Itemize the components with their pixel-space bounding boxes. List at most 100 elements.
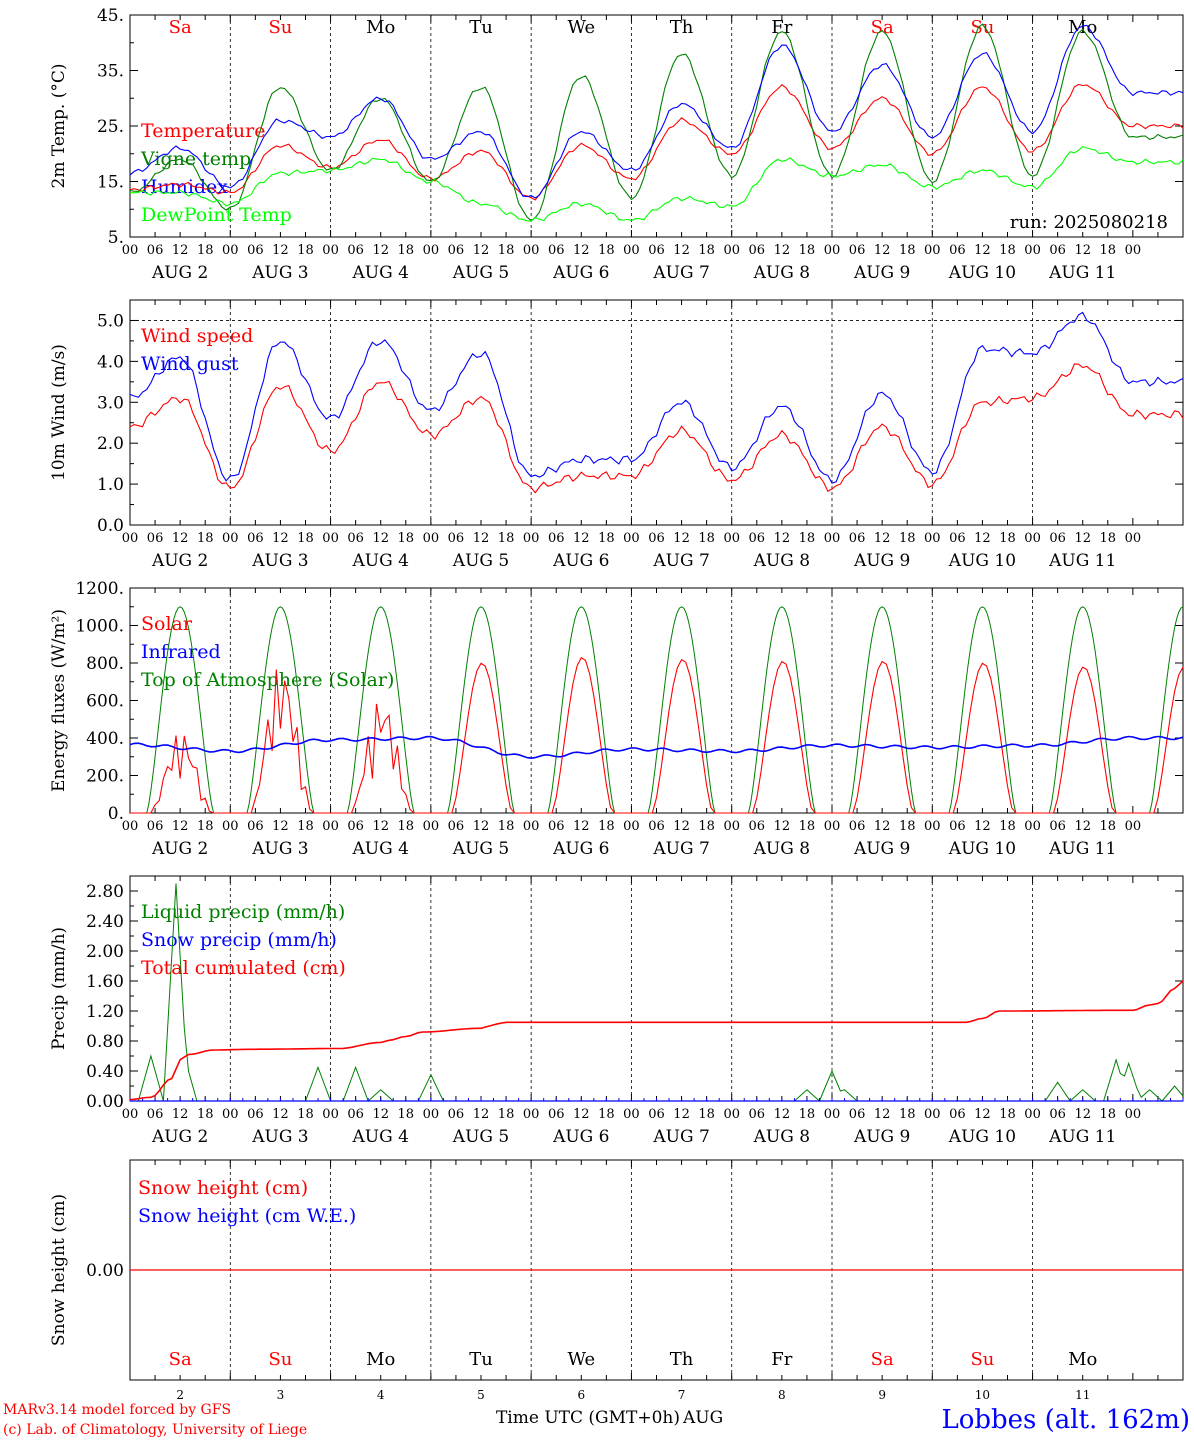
hour-label: 12 — [172, 531, 189, 546]
hour-label: 06 — [849, 819, 866, 834]
hour-label: 00 — [122, 819, 139, 834]
hour-label: 00 — [1024, 1107, 1041, 1122]
date-label: AUG 11 — [1048, 551, 1116, 571]
hour-label: 00 — [122, 531, 139, 546]
hour-label: 18 — [799, 531, 816, 546]
legend-entry: Liquid precip (mm/h) — [141, 901, 345, 923]
hour-label: 18 — [899, 1107, 916, 1122]
hour-label: 12 — [874, 243, 891, 258]
hour-label: 18 — [398, 531, 415, 546]
hour-label: 18 — [598, 531, 615, 546]
hour-label: 06 — [849, 243, 866, 258]
series-line — [129, 311, 1184, 484]
station-title: Lobbes (alt. 162m) — [941, 1405, 1190, 1435]
hour-label: 00 — [523, 1107, 540, 1122]
hour-label: 06 — [448, 1107, 465, 1122]
hour-label: 12 — [372, 819, 389, 834]
hour-label: 18 — [398, 819, 415, 834]
hour-label: 18 — [999, 243, 1016, 258]
y-tick-label: 0.00 — [86, 1092, 124, 1112]
chart-panel-2: 10m Wind (m/s) 0.0 1.0 2.0 3.0 4.0 5.0 00 06 12 18… — [49, 299, 1184, 571]
date-label: AUG 9 — [853, 1127, 910, 1147]
y-tick-label: 1200. — [75, 579, 124, 599]
hour-label: 06 — [648, 531, 665, 546]
hour-label: 06 — [749, 1107, 766, 1122]
hour-label: 12 — [974, 1107, 991, 1122]
hour-label: 00 — [222, 531, 239, 546]
hour-label: 18 — [799, 1107, 816, 1122]
legend-entry: Snow precip (mm/h) — [141, 929, 337, 951]
hour-label: 18 — [398, 243, 415, 258]
weekday-label: Mo — [366, 1349, 395, 1370]
hour-label: 12 — [272, 1107, 289, 1122]
hour-label: 12 — [172, 819, 189, 834]
y-tick-label: 1.60 — [86, 972, 124, 992]
hour-label: 12 — [573, 1107, 590, 1122]
date-label: AUG 10 — [948, 551, 1016, 571]
hour-label: 18 — [799, 243, 816, 258]
chart-panel-3: Energy fluxes (W/m²) 0. 200. 400. 600. 800. 10… — [49, 579, 1184, 859]
date-label: AUG 6 — [552, 551, 609, 571]
hour-label: 18 — [899, 243, 916, 258]
hour-label: 06 — [347, 531, 364, 546]
hour-label: 18 — [598, 1107, 615, 1122]
hour-label: 12 — [673, 1107, 690, 1122]
hour-label: 00 — [122, 1107, 139, 1122]
weekday-label: Su — [970, 17, 994, 38]
y-tick-label: 3.0 — [97, 393, 124, 413]
hour-label: 06 — [1049, 531, 1066, 546]
hour-label: 06 — [749, 243, 766, 258]
y-tick-label: 0. — [108, 804, 124, 824]
date-label: AUG 4 — [352, 263, 409, 283]
hour-label: 12 — [473, 1107, 490, 1122]
hour-label: 00 — [322, 531, 339, 546]
hour-label: 00 — [222, 243, 239, 258]
hour-label: 18 — [498, 531, 515, 546]
hour-label: 18 — [799, 819, 816, 834]
hour-label: 18 — [197, 531, 214, 546]
hour-label: 18 — [999, 531, 1016, 546]
hour-label: 00 — [824, 531, 841, 546]
y-tick-label: 4.0 — [97, 352, 124, 372]
series-line — [129, 23, 1184, 222]
hour-label: 12 — [673, 819, 690, 834]
date-label: AUG 8 — [753, 551, 810, 571]
hour-label: 06 — [147, 243, 164, 258]
hour-label: 00 — [322, 1107, 339, 1122]
hour-label: 12 — [1074, 531, 1091, 546]
date-label: AUG 3 — [251, 839, 308, 859]
hour-label: 12 — [1074, 243, 1091, 258]
hour-label: 00 — [523, 243, 540, 258]
hour-label: 06 — [648, 1107, 665, 1122]
hour-label: 12 — [573, 243, 590, 258]
y-tick-label: 0.00 — [86, 1261, 124, 1281]
series-line — [129, 363, 1184, 494]
hour-label: 00 — [924, 1107, 941, 1122]
hour-label: 18 — [1100, 819, 1117, 834]
lab-credit: (c) Lab. of Climatology, University of L… — [3, 1422, 307, 1438]
hour-label: 06 — [448, 243, 465, 258]
y-tick-label: 0.0 — [97, 516, 124, 536]
hour-label: 18 — [297, 1107, 314, 1122]
weekday-label: Tu — [469, 1349, 493, 1370]
y-tick-label: 1.20 — [86, 1002, 124, 1022]
y-tick-label: 2.80 — [86, 882, 124, 902]
y-tick-label: 1.0 — [97, 475, 124, 495]
y-axis-label: Precip (mm/h) — [49, 927, 69, 1050]
hour-label: 12 — [473, 531, 490, 546]
model-credit: MARv3.14 model forced by GFS — [3, 1402, 231, 1418]
hour-label: 00 — [924, 531, 941, 546]
date-label: AUG 10 — [948, 263, 1016, 283]
weekday-label: Fr — [771, 1349, 792, 1370]
hour-label: 06 — [247, 243, 264, 258]
hour-label: 12 — [974, 531, 991, 546]
date-label: AUG 2 — [151, 1127, 208, 1147]
day-number: 8 — [778, 1388, 786, 1402]
weekday-label: Th — [670, 17, 694, 38]
hour-label: 12 — [974, 243, 991, 258]
date-label: AUG 5 — [452, 839, 509, 859]
hour-label: 06 — [147, 819, 164, 834]
hour-label: 12 — [172, 243, 189, 258]
date-label: AUG 11 — [1048, 839, 1116, 859]
date-label: AUG 2 — [151, 551, 208, 571]
